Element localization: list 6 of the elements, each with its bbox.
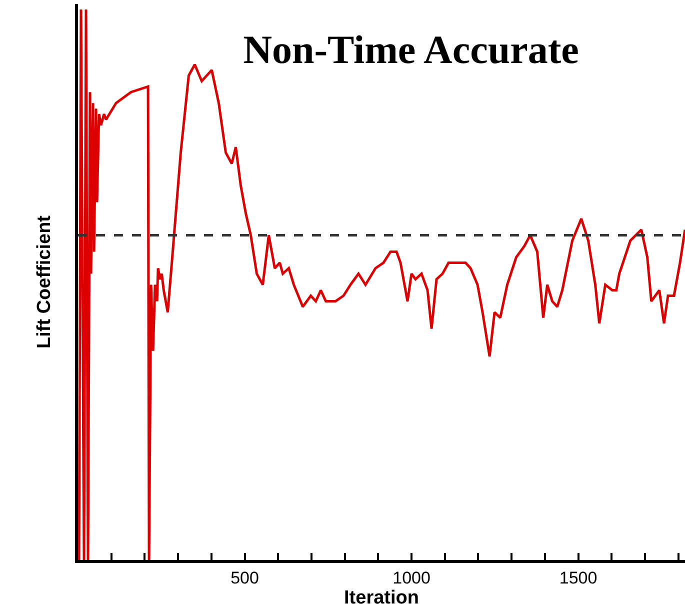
x-tick-label: 500 xyxy=(230,568,259,588)
y-axis-title: Lift Coefficient xyxy=(34,214,55,348)
x-tick-label: 1500 xyxy=(559,568,598,588)
x-tick-label: 1000 xyxy=(392,568,430,588)
text: Non-Time Accurate xyxy=(243,27,579,72)
x-axis-title: Iteration xyxy=(344,587,419,608)
